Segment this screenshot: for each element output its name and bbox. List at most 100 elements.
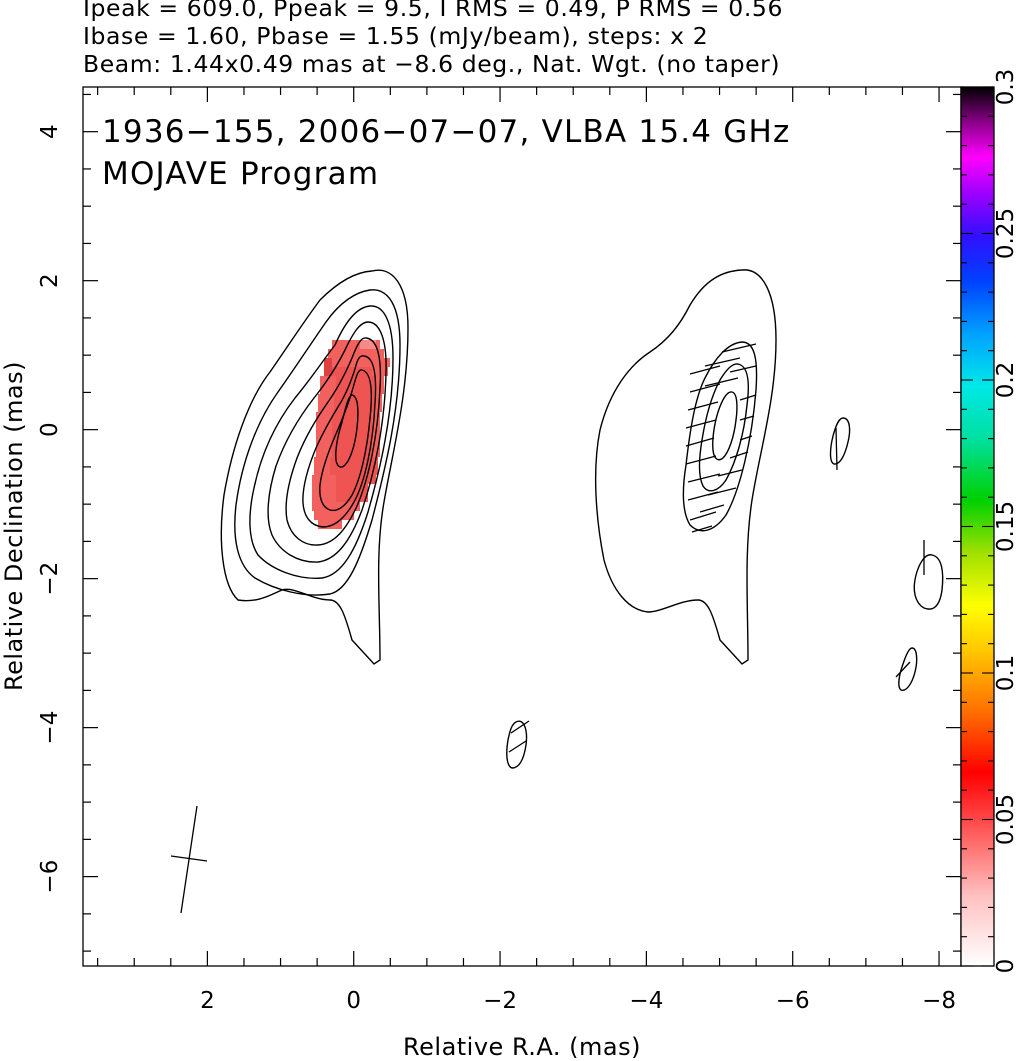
polarization-pixel	[344, 349, 352, 358]
polarization-pixel	[328, 502, 336, 511]
contour-line	[335, 394, 359, 468]
polarization-pixel	[360, 340, 376, 349]
polarization-pixel	[360, 349, 368, 358]
beam-marker	[170, 805, 208, 914]
polarization-pixel	[328, 349, 336, 358]
evpa-vector	[687, 401, 719, 411]
polarization-pixel	[364, 439, 372, 448]
polarization-pixel	[320, 484, 328, 493]
axis-ticks	[83, 87, 961, 966]
polarization-pixel	[324, 412, 332, 421]
polarization-pixel	[340, 430, 348, 439]
polarization-pixel	[312, 484, 320, 493]
polarization-pixel	[330, 466, 338, 475]
colorbar-tick-labels: 0 0.05 0.1 0.15 0.2 0.25 0.3	[993, 69, 1019, 974]
x-tick-label: −4	[629, 988, 663, 1014]
evpa-vector	[510, 720, 530, 734]
polarization-pixel	[370, 457, 378, 466]
evpa-vector	[717, 469, 743, 477]
evpa-vector	[687, 473, 721, 483]
polarization-pixel	[318, 403, 326, 412]
y-tick-label: 2	[37, 273, 63, 288]
contour-line	[698, 363, 749, 492]
polarization-pixel	[356, 430, 364, 439]
evpa-vector	[689, 383, 721, 393]
polarization-pixel	[350, 403, 358, 412]
polarization-pixel	[360, 376, 368, 385]
polarization-pixel	[334, 520, 342, 529]
polarization-pixel	[348, 367, 356, 376]
y-tick-label: −2	[37, 562, 63, 596]
polarization-pixel	[338, 511, 346, 520]
header-line-3: Beam: 1.44x0.49 mas at −8.6 deg., Nat. W…	[83, 50, 781, 78]
y-tick-label: −6	[37, 860, 63, 894]
polarization-pixel	[366, 394, 374, 403]
polarization-pixel	[348, 340, 356, 349]
plot-title-line-1: 1936−155, 2006−07−07, VLBA 15.4 GHz	[102, 114, 790, 150]
polarization-pixel	[340, 367, 348, 376]
polarization-pixel	[352, 475, 360, 484]
header-line-1: Ipeak = 609.0, Ppeak = 9.5, I RMS = 0.49…	[83, 0, 783, 22]
polarization-pixel	[360, 475, 368, 484]
polarization-pixel	[332, 412, 340, 421]
contour-line	[682, 341, 758, 532]
contour-line	[898, 647, 918, 691]
contour-line	[712, 391, 738, 461]
polarization-pixel	[332, 439, 340, 448]
polarization-pixel	[364, 448, 372, 457]
evpa-vector	[739, 394, 757, 401]
x-tick-label: 2	[200, 988, 215, 1014]
polarization-pixel	[320, 385, 328, 394]
contour-line	[249, 305, 394, 579]
polarization-pixel	[324, 430, 332, 439]
x-tick-label: −6	[776, 988, 810, 1014]
polarization-pixel	[312, 493, 320, 502]
polarization-pixel	[342, 394, 350, 403]
polarization-pixel	[320, 493, 328, 502]
polarization-pixel	[368, 475, 376, 484]
polarization-pixel	[348, 430, 356, 439]
polarization-pixel	[354, 466, 362, 475]
polarization-pixel	[364, 421, 372, 430]
polarization-pixel	[356, 412, 364, 421]
x-tick-label: −2	[483, 988, 517, 1014]
polarization-pixel	[320, 376, 328, 385]
evpa-vector	[835, 427, 838, 471]
polarization-pixel	[358, 403, 366, 412]
polarization-pixel	[316, 412, 324, 421]
polarization-pixel	[332, 421, 340, 430]
polarization-pixel	[348, 439, 356, 448]
evpa-vector	[707, 487, 737, 496]
plot-title-line-2: MOJAVE Program	[102, 156, 379, 192]
polarization-pixel	[344, 484, 352, 493]
y-tick-label: −4	[37, 711, 63, 745]
polarization-pixel	[342, 358, 350, 367]
polarization-pixel	[374, 358, 382, 367]
evpa-vector	[508, 740, 527, 753]
evpa-vector	[729, 365, 757, 373]
polarization-pixel	[340, 421, 348, 430]
polarization-pixel	[312, 475, 320, 484]
polarization-pixel	[322, 466, 330, 475]
polarization-pixel	[316, 448, 324, 457]
polarization-pixel	[330, 511, 338, 520]
polarization-pixel	[360, 385, 368, 394]
contour-line	[285, 337, 382, 546]
evpa-vector	[739, 415, 755, 421]
polarization-pixel	[372, 421, 380, 430]
polarization-pixel	[340, 439, 348, 448]
polarization-pixel	[316, 439, 324, 448]
polarization-pixel	[368, 349, 376, 358]
polarization-pixel	[356, 421, 364, 430]
polarization-pixel	[324, 358, 332, 376]
x-axis-label: Relative R.A. (mas)	[403, 1033, 641, 1061]
polarization-pixel	[340, 448, 348, 457]
evpa-vector	[685, 437, 715, 447]
polarization-pixel	[312, 502, 320, 511]
polarization-pixel	[344, 493, 352, 502]
contour-line	[302, 355, 377, 528]
polarization-pixel	[328, 484, 336, 493]
polarization-pixel	[358, 358, 366, 367]
evpa-vector	[689, 511, 717, 521]
